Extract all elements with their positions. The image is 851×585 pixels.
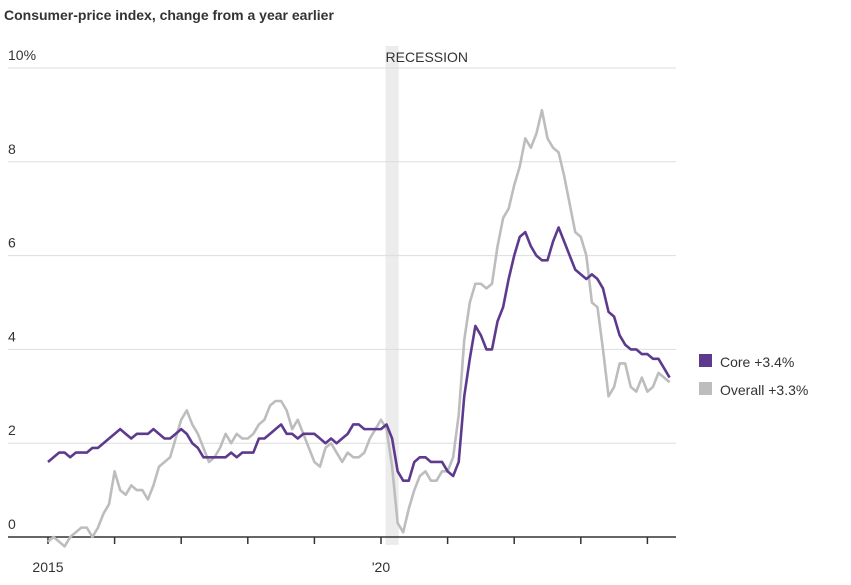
legend-label: Core +3.4% (720, 354, 794, 370)
x-tick-label: '20 (372, 559, 390, 575)
legend-swatch (699, 382, 712, 395)
y-tick-label: 0 (8, 516, 16, 532)
legend-swatch (699, 354, 712, 367)
y-tick-label: 8 (8, 141, 16, 157)
y-tick-label: 10% (8, 47, 36, 63)
y-tick-label: 6 (8, 235, 16, 251)
y-tick-label: 2 (8, 422, 16, 438)
series-line (47, 226, 671, 483)
legend-label: Overall +3.3% (720, 382, 808, 398)
y-tick-label: 4 (8, 328, 16, 344)
series-line (47, 108, 671, 548)
x-tick-label: 2015 (32, 559, 63, 575)
recession-label: RECESSION (386, 49, 468, 65)
chart-title: Consumer-price index, change from a year… (4, 7, 334, 23)
recession-band (385, 46, 399, 545)
